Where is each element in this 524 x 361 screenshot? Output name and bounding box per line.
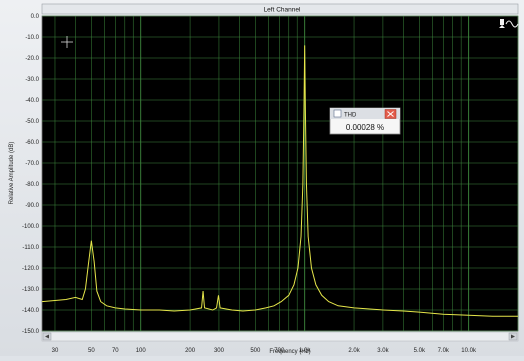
scroll-right-icon [511, 334, 515, 339]
x-tick-label: 2.0k [348, 348, 360, 354]
y-tick-label: -90.0 [25, 203, 39, 209]
x-tick-label: 300 [214, 348, 225, 354]
x-tick-label: 500 [250, 348, 261, 354]
x-tick-label: 7.0k [438, 348, 450, 354]
y-tick-label: -110.0 [22, 245, 39, 251]
horizontal-scrollbar[interactable] [41, 331, 519, 342]
title-bar [41, 3, 519, 15]
y-tick-label: -30.0 [25, 77, 39, 83]
y-tick-label: -80.0 [25, 182, 39, 188]
y-tick-label: -100.0 [22, 224, 40, 230]
x-tick-label: 70 [112, 348, 119, 354]
y-axis-label: Relative Amplitude (dB) [9, 142, 15, 205]
y-tick-label: -130.0 [22, 287, 40, 293]
y-tick-label: 0.0 [31, 14, 40, 20]
readout-value: 0.00028 % [346, 123, 384, 132]
spectrum-trace [41, 45, 518, 317]
cursor-scale-icon[interactable] [499, 19, 519, 28]
x-axis: 30 50 70 100 200 300 500 700 1.0k 2.0k 3.0k 5.0k 7.0… [52, 348, 477, 354]
thd-readout[interactable]: THD 0.00028 % [329, 107, 401, 135]
x-tick-label: 200 [185, 348, 196, 354]
x-tick-label: 700 [274, 348, 285, 354]
y-tick-label: -60.0 [25, 140, 39, 146]
x-tick-label: 30 [52, 348, 59, 354]
y-tick-label: -120.0 [22, 266, 40, 272]
y-axis: 0.0 -10.0 -20.0 -30.0 -40.0 -50.0 -60.0 -70.0 -8… [22, 14, 40, 335]
x-axis-label: Frequency (Hz) [269, 349, 310, 355]
chart-title: Left Channel [264, 7, 301, 14]
y-tick-label: -50.0 [25, 119, 39, 125]
y-tick-label: -140.0 [22, 308, 40, 314]
x-tick-label: 3.0k [377, 348, 389, 354]
readout-menu-icon[interactable] [333, 109, 342, 118]
y-tick-label: -20.0 [25, 56, 39, 62]
x-tick-label: 10.0k [461, 348, 477, 354]
y-tick-label: -70.0 [25, 161, 39, 167]
x-tick-label: 1.0k [299, 348, 311, 354]
grid [42, 15, 519, 332]
x-tick-label: 50 [88, 348, 95, 354]
x-tick-label: 5.0k [414, 348, 426, 354]
y-tick-label: -150.0 [22, 329, 40, 335]
y-tick-label: -40.0 [25, 98, 39, 104]
x-tick-label: 100 [136, 348, 147, 354]
crosshair-cursor[interactable] [61, 36, 73, 48]
plot-area [41, 15, 519, 332]
y-tick-label: -10.0 [25, 35, 39, 41]
scroll-left-icon [45, 334, 49, 339]
readout-label: THD [344, 113, 357, 119]
